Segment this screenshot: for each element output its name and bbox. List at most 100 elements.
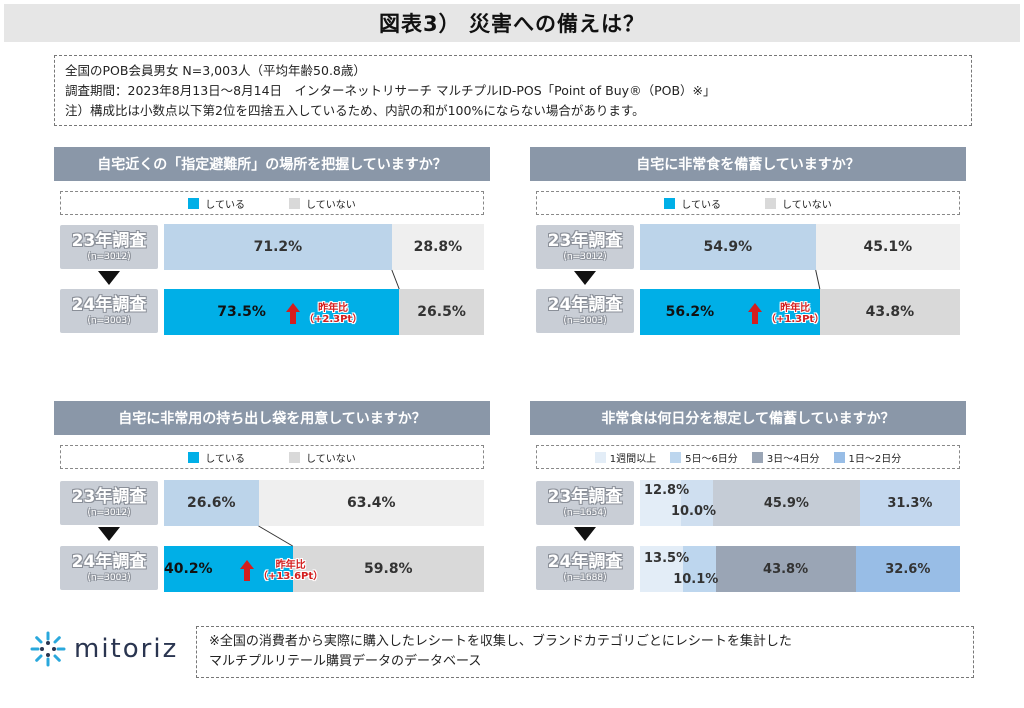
row-year: 24年調査 (547, 552, 623, 572)
data-label: 73.5% (217, 304, 266, 320)
yoy-badge: 昨年比 （+2.3Pt） (286, 303, 362, 325)
row-sample-size: (n=1688) (563, 573, 607, 583)
row-label-2023: 23年調査 (n=3012) (536, 225, 634, 269)
title-bar: 図表3） 災害への備えは？ (4, 4, 1020, 42)
row-label-2024: 24年調査 (n=3003) (60, 546, 158, 590)
data-label: 54.9% (703, 239, 753, 255)
bar-segment: 13.5% (640, 546, 689, 592)
data-label: 12.8% (644, 483, 690, 498)
chart-panel-evacuation-site: 自宅近くの「指定避難所」の場所を把握していますか？ している していない 23年… (54, 147, 490, 347)
bar-segment: 45.9% (712, 480, 860, 526)
legend-item: していない (289, 450, 356, 465)
legend-item: 5日～6日分 (670, 450, 738, 465)
legend-label: していない (782, 199, 832, 211)
page-title: 図表3） 災害への備えは？ (379, 12, 645, 36)
row-label-2024: 24年調査 (n=1688) (536, 546, 634, 590)
data-label: 45.9% (763, 495, 809, 511)
bar-segment: 26.5% (399, 289, 484, 335)
row-year: 23年調査 (71, 231, 147, 251)
row-year: 23年調査 (71, 487, 147, 507)
legend-item: していない (289, 196, 356, 211)
bar-2024: 40.2% 59.8% (164, 546, 484, 592)
panel-header: 自宅に非常用の持ち出し袋を用意していますか？ (54, 401, 490, 435)
legend: している していない (60, 191, 484, 215)
legend-label: 1日～2日分 (848, 453, 902, 465)
legend-swatch (765, 197, 776, 209)
bar-segment: 28.8% (391, 224, 484, 270)
legend-item: している (188, 450, 245, 465)
note-line: 全国のPOB会員男女 N=3,003人（平均年齢50.8歳） (65, 63, 366, 78)
bar-segment: 40.2% (164, 546, 293, 592)
legend-label: 3日～4日分 (766, 453, 820, 465)
data-label: 32.6% (885, 561, 931, 577)
panel-header: 自宅に非常食を備蓄していますか？ (530, 147, 966, 181)
row-label-2023: 23年調査 (n=1654) (536, 481, 634, 525)
row-sample-size: (n=3012) (563, 252, 607, 262)
down-arrow-icon (98, 527, 120, 541)
bar-2024: 56.2% 43.8% (640, 289, 960, 335)
row-label-2023: 23年調査 (n=3012) (60, 225, 158, 269)
yoy-label: 昨年比 (318, 303, 349, 314)
logo-text: mitoriz (74, 634, 179, 664)
data-label: 13.5% (644, 551, 690, 566)
data-label: 71.2% (253, 239, 303, 255)
panel-header: 自宅近くの「指定避難所」の場所を把握していますか？ (54, 147, 490, 181)
legend-swatch (594, 451, 606, 463)
row-sample-size: (n=3003) (87, 573, 131, 583)
row-year: 24年調査 (71, 552, 147, 572)
bar-2024: 73.5% 26.5% (164, 289, 484, 335)
bar-2023: 26.6% 63.4% (164, 480, 484, 526)
data-label: 26.5% (417, 304, 466, 320)
yoy-label: 昨年比 (275, 560, 306, 571)
panel-header: 非常食は何日分を想定して備蓄していますか？ (530, 401, 966, 435)
bar-segment: 45.1% (815, 224, 960, 270)
up-arrow-icon (286, 303, 300, 325)
yoy-badge: 昨年比 （+13.6Pt） (240, 560, 323, 582)
yoy-value: （+2.3Pt） (304, 314, 363, 325)
row-label-2023: 23年調査 (n=3012) (60, 481, 158, 525)
data-label: 43.8% (763, 561, 809, 577)
row-year: 24年調査 (547, 295, 623, 315)
row-sample-size: (n=3012) (87, 252, 131, 262)
row-sample-size: (n=3003) (87, 316, 131, 326)
legend-label: していない (306, 199, 356, 211)
note-line: 注）構成比は小数点以下第2位を四捨五入しているため、内訳の和が100%にならない… (65, 103, 645, 118)
logo-mark-icon (30, 631, 66, 667)
bar-segment: 10.1% (673, 546, 718, 592)
legend-item: している (664, 196, 721, 211)
down-arrow-icon (574, 271, 596, 285)
legend-label: している (205, 199, 245, 211)
data-label: 43.8% (865, 304, 915, 320)
yoy-label: 昨年比 (780, 303, 811, 314)
legend: している していない (60, 445, 484, 469)
row-year: 23年調査 (547, 231, 623, 251)
yoy-value: （+13.6Pt） (258, 571, 324, 582)
bar-segment: 12.8% (640, 480, 689, 526)
bar-segment: 26.6% (164, 480, 259, 526)
bar-segment: 32.6% (855, 546, 960, 592)
data-label: 31.3% (887, 495, 933, 511)
legend-item: している (188, 196, 245, 211)
survey-notes: 全国のPOB会員男女 N=3,003人（平均年齢50.8歳） 調査期間：2023… (54, 55, 972, 126)
legend-label: していない (306, 453, 356, 465)
bar-segment: 43.8% (819, 289, 960, 335)
data-label: 40.2% (164, 561, 213, 577)
down-arrow-icon (574, 527, 596, 541)
data-label: 45.1% (863, 239, 913, 255)
legend-swatch (188, 451, 200, 463)
legend-item: 3日～4日分 (751, 450, 820, 465)
legend-label: している (205, 453, 245, 465)
chart-panel-food-days: 非常食は何日分を想定して備蓄していますか？ 1週間以上 5日～6日分 3日～4日… (530, 401, 966, 601)
row-sample-size: (n=3012) (87, 508, 131, 518)
note-line: 調査期間：2023年8月13日～8月14日 インターネットリサーチ マルチプルI… (65, 83, 716, 98)
legend-swatch (289, 451, 300, 463)
legend-item: していない (765, 196, 832, 211)
bar-segment: 56.2% (640, 289, 820, 335)
yoy-value: （+1.3Pt） (766, 314, 825, 325)
up-arrow-icon (748, 303, 762, 325)
legend-swatch (833, 451, 845, 463)
row-year: 23年調査 (547, 487, 623, 507)
bar-2023: 71.2% 28.8% (164, 224, 484, 270)
chart-panel-go-bag: 自宅に非常用の持ち出し袋を用意していますか？ している していない 23年調査 … (54, 401, 490, 601)
yoy-badge: 昨年比 （+1.3Pt） (748, 303, 824, 325)
